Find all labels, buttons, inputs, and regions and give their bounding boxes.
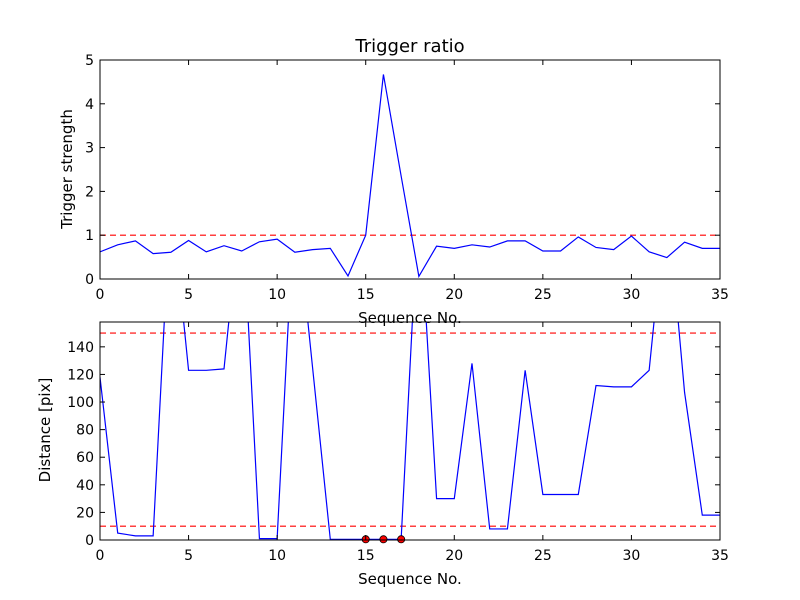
- y-tick-label: 0: [85, 533, 94, 549]
- y-tick-label: 40: [76, 478, 94, 494]
- x-tick-label: 25: [534, 548, 552, 564]
- x-tick-label: 10: [268, 287, 286, 303]
- y-tick-label: 1: [85, 228, 94, 244]
- series-line: [100, 322, 720, 540]
- x-axis-label: Sequence No.: [358, 309, 462, 327]
- trigger-ratio-chart: Trigger ratio Sequence No. Trigger stren…: [58, 36, 729, 327]
- data-marker: [379, 535, 388, 544]
- y-tick-label: 80: [76, 423, 94, 439]
- y-tick-label: 4: [85, 97, 94, 113]
- x-tick-label: 0: [96, 287, 105, 303]
- x-tick-label: 0: [96, 548, 105, 564]
- plot-frame: [99, 59, 721, 280]
- y-tick-label: 140: [67, 340, 94, 356]
- y-tick-label: 0: [85, 272, 94, 288]
- x-tick-label: 30: [623, 548, 641, 564]
- x-tick-label: 35: [711, 287, 729, 303]
- chart-title: Trigger ratio: [354, 36, 464, 57]
- y-axis-label: Distance [pix]: [36, 378, 54, 483]
- y-tick-label: 120: [67, 367, 94, 383]
- x-tick-label: 25: [534, 287, 552, 303]
- x-axis-label: Sequence No.: [358, 570, 462, 588]
- series-line: [100, 74, 720, 279]
- y-tick-label: 20: [76, 505, 94, 521]
- data-marker: [397, 535, 406, 544]
- x-tick-label: 20: [445, 287, 463, 303]
- plot-frame: [99, 321, 721, 541]
- x-tick-label: 30: [623, 287, 641, 303]
- y-axis-label: Trigger strength: [58, 109, 76, 230]
- y-tick-label: 3: [85, 141, 94, 157]
- x-tick-label: 5: [184, 548, 193, 564]
- x-tick-label: 20: [445, 548, 463, 564]
- distance-chart: Sequence No. Distance [pix] 0 5 10 15 20 25 30…: [36, 321, 729, 588]
- y-tick-label: 60: [76, 450, 94, 466]
- x-tick-label: 10: [268, 548, 286, 564]
- x-tick-label: 35: [711, 548, 729, 564]
- x-tick-label: 15: [357, 287, 375, 303]
- x-tick-label: 15: [357, 548, 375, 564]
- y-tick-label: 2: [85, 184, 94, 200]
- x-tick-label: 5: [184, 287, 193, 303]
- y-tick-label: 5: [85, 53, 94, 69]
- y-tick-label: 100: [67, 395, 94, 411]
